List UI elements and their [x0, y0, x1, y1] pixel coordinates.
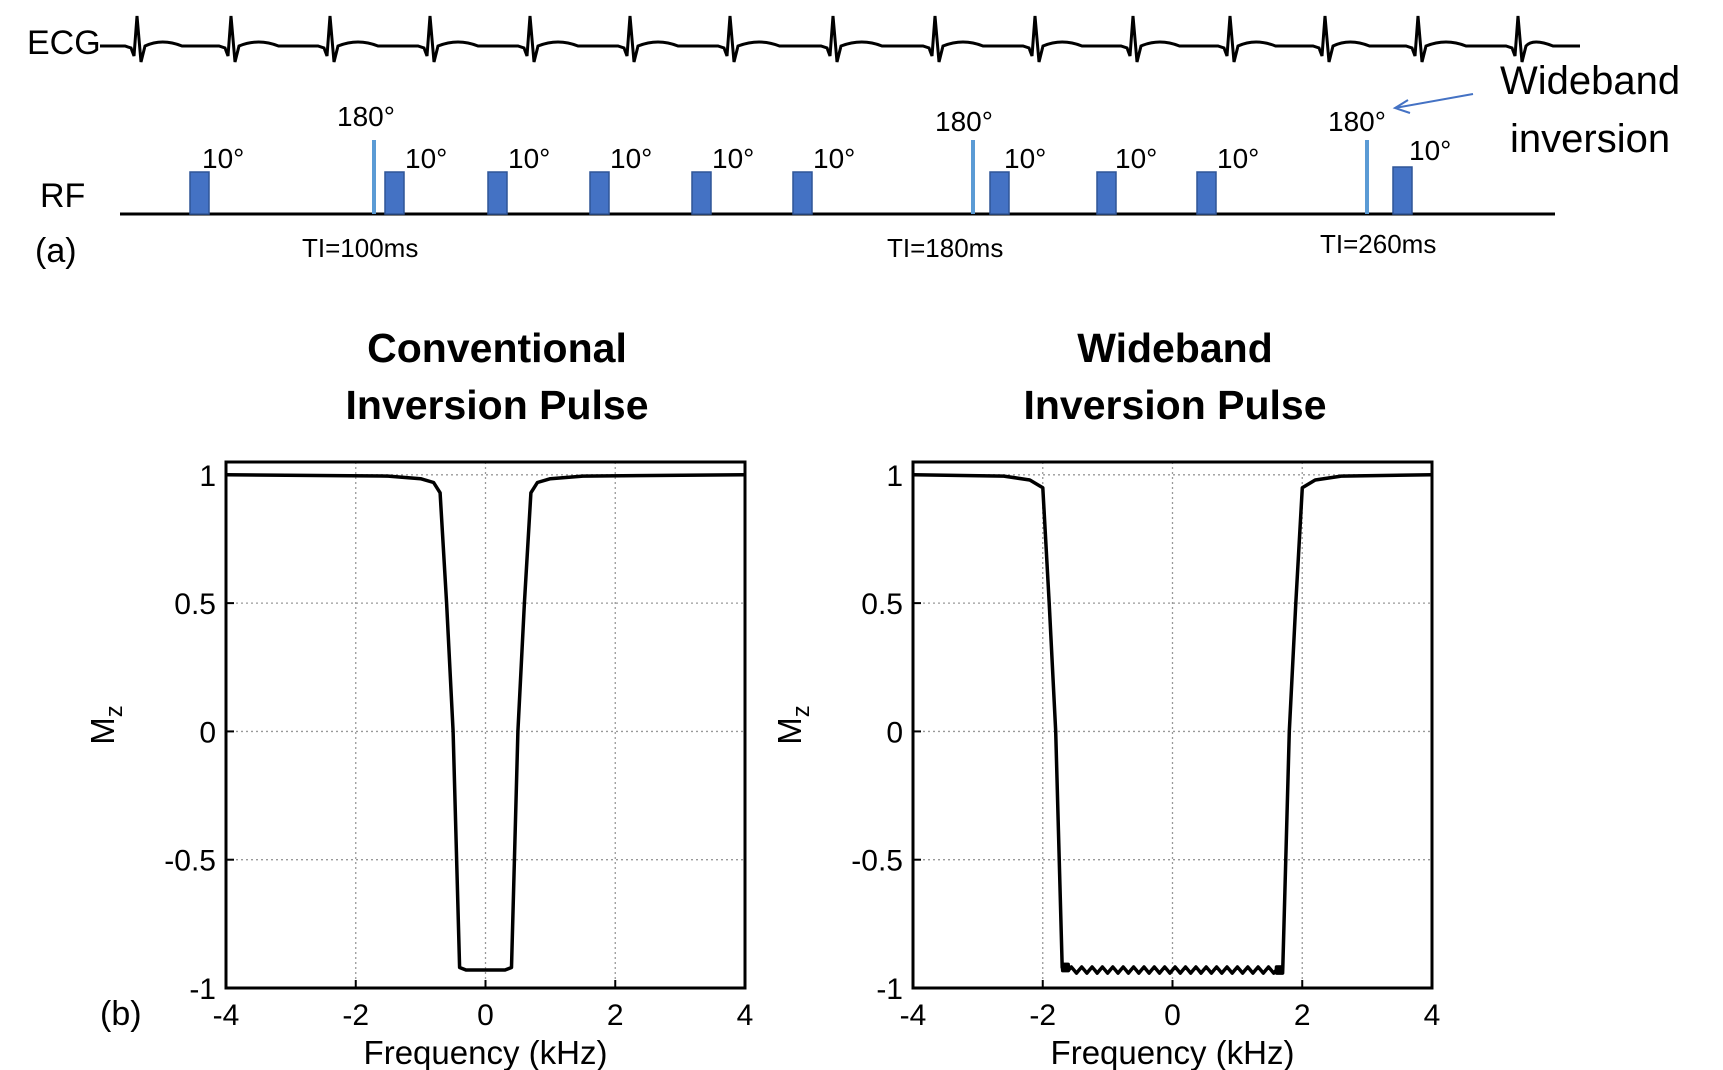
- plot-frame: [911, 460, 1434, 990]
- chart-title-line: Inversion Pulse: [345, 382, 648, 428]
- y-tick-label: 1: [886, 460, 903, 493]
- y-tick-label: -0.5: [851, 845, 903, 878]
- rf-inversion-label: 180°: [1328, 106, 1386, 137]
- rf-pulse-10deg-label: 10°: [202, 143, 244, 174]
- ti-label-3: TI=260ms: [1320, 229, 1436, 259]
- x-tick-label: 4: [1424, 999, 1441, 1032]
- annotation-arrow-head: [1392, 99, 1411, 114]
- rf-pulse-10deg: [1096, 171, 1117, 215]
- rf-pulses: 10° 10° 10° 10° 10° 10° 10° 10° 10° 10° 180° 180° 18…: [189, 101, 1451, 215]
- ti-label-2: TI=180ms: [887, 233, 1003, 263]
- ecg-label: ECG: [27, 24, 101, 62]
- rf-label: RF: [40, 177, 85, 215]
- chart-conventional: -4 -2 0 2 4 -1 -0.5 0 0.5 1 Conventional Inversion …: [84, 325, 753, 1070]
- rf-pulse-10deg-label: 10°: [712, 143, 754, 174]
- y-tick-label: -1: [189, 973, 216, 1006]
- y-tick-label: -1: [876, 973, 903, 1006]
- chart-title-line: Wideband: [1077, 325, 1273, 371]
- series-line-mz: [912, 473, 1433, 975]
- x-tick-label: -4: [900, 999, 927, 1032]
- rf-pulse-10deg-label: 10°: [610, 143, 652, 174]
- rf-pulse-10deg: [691, 171, 712, 215]
- rf-inversion-label: 180°: [935, 106, 993, 137]
- x-tick-label: -4: [213, 999, 240, 1032]
- rf-pulse-10deg: [1196, 171, 1217, 215]
- y-axis-label: Mz: [84, 705, 128, 745]
- x-tick-label: 2: [607, 999, 624, 1032]
- series-line-mz: [225, 473, 746, 972]
- y-axis-label-subscript: z: [788, 705, 815, 717]
- panel-b-label: (b): [100, 995, 142, 1033]
- rf-pulse-10deg-label: 10°: [813, 143, 855, 174]
- annotation-line1: Wideband: [1500, 59, 1680, 103]
- y-tick-label: 0: [199, 716, 216, 749]
- rf-pulse-10deg: [792, 171, 813, 215]
- rf-pulse-10deg: [384, 171, 405, 215]
- rf-inversion-label: 180°: [337, 101, 395, 132]
- y-axis-label: Mz: [771, 705, 815, 745]
- y-tick-label: -0.5: [164, 845, 216, 878]
- ecg-trace: [100, 15, 1580, 63]
- ti-label-1: TI=100ms: [302, 233, 418, 263]
- y-tick-label: 0.5: [174, 588, 216, 621]
- rf-pulse-10deg-label: 10°: [1115, 143, 1157, 174]
- chart-title-line: Inversion Pulse: [1023, 382, 1326, 428]
- rf-pulse-10deg: [989, 171, 1010, 215]
- rf-pulse-10deg-label: 10°: [1004, 143, 1046, 174]
- chart-title-line: Conventional: [367, 325, 627, 371]
- x-tick-label: 0: [477, 999, 494, 1032]
- rf-pulse-10deg: [589, 171, 610, 215]
- x-tick-label: 4: [737, 999, 754, 1032]
- chart-wideband: -4 -2 0 2 4 -1 -0.5 0 0.5 1 Wideband Inversion Puls…: [771, 325, 1440, 1070]
- x-tick-label: -2: [342, 999, 369, 1032]
- x-tick-label: -2: [1029, 999, 1056, 1032]
- x-tick-label: 2: [1294, 999, 1311, 1032]
- x-axis-label: Frequency (kHz): [364, 1034, 608, 1070]
- x-axis-label: Frequency (kHz): [1051, 1034, 1295, 1070]
- y-tick-label: 1: [199, 460, 216, 493]
- rf-pulse-10deg: [487, 171, 508, 215]
- rf-pulse-10deg-label: 10°: [1217, 143, 1259, 174]
- rf-pulse-10deg-label: 10°: [1409, 135, 1451, 166]
- x-tick-label: 0: [1164, 999, 1181, 1032]
- annotation-arrow-shaft: [1394, 93, 1474, 109]
- plot-frame: [224, 460, 747, 990]
- y-tick-label: 0: [886, 716, 903, 749]
- y-axis-label-subscript: z: [101, 705, 128, 717]
- rf-pulse-10deg: [1392, 166, 1413, 215]
- rf-pulse-10deg-label: 10°: [508, 143, 550, 174]
- annotation-line2: inversion: [1510, 117, 1670, 161]
- rf-pulse-10deg: [189, 171, 210, 215]
- panel-a-label: (a): [35, 232, 77, 270]
- rf-pulse-10deg-label: 10°: [405, 143, 447, 174]
- y-tick-label: 0.5: [861, 588, 903, 621]
